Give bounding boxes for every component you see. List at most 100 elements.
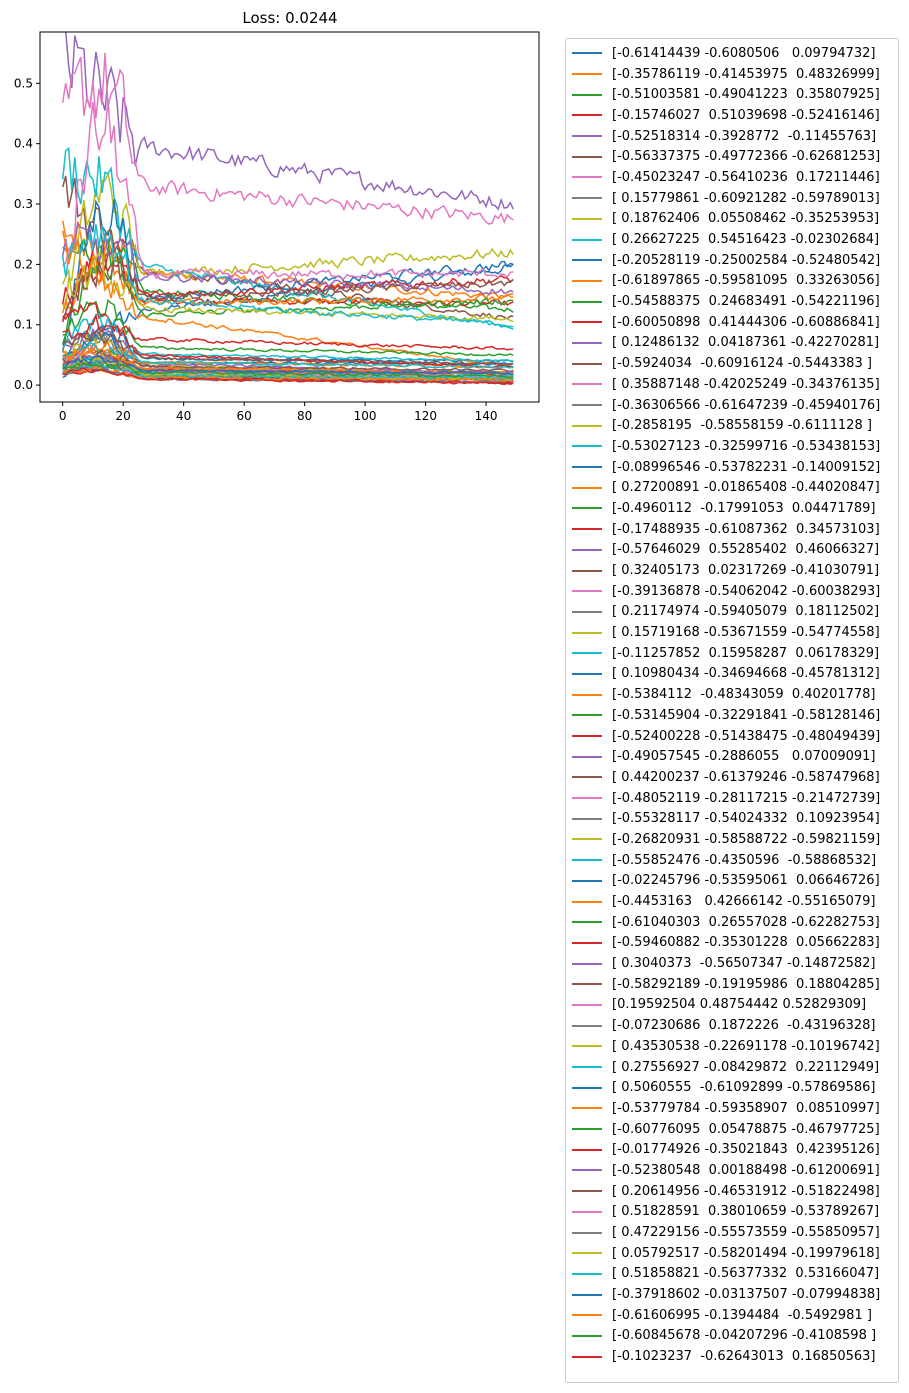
legend-label: [-0.15746027 0.51039698 -0.52416146]: [612, 107, 880, 123]
legend-item: [-0.61897865 -0.59581095 0.33263056]: [566, 271, 898, 292]
x-tick-label: 140: [475, 409, 498, 423]
legend-item: [ 0.27200891 -0.01865408 -0.44020847]: [566, 477, 898, 498]
legend-label: [ 0.47229156 -0.55573559 -0.55850957]: [612, 1225, 880, 1241]
legend-label: [ 0.05792517 -0.58201494 -0.19979618]: [612, 1245, 880, 1261]
series-line: [61, 230, 514, 368]
legend-label: [-0.48052119 -0.28117215 -0.21472739]: [612, 790, 881, 806]
series-line: [62, 237, 514, 313]
legend-swatch: [572, 93, 602, 96]
legend-swatch: [572, 1272, 602, 1275]
legend-swatch: [572, 672, 602, 675]
legend-item: [-0.53027123 -0.32599716 -0.53438153]: [566, 436, 898, 457]
legend-swatch: [572, 610, 602, 613]
legend-label: [-0.54588375 0.24683491 -0.54221196]: [612, 294, 880, 310]
legend-label: [-0.17488935 -0.61087362 0.34573103]: [612, 521, 880, 537]
series-line: [61, 298, 514, 357]
legend-item: [-0.4453163 0.42666142 -0.55165079]: [566, 891, 898, 912]
y-tick-label: 0.1: [14, 318, 33, 332]
legend-label: [-0.02245796 -0.53595061 0.06646726]: [612, 873, 880, 889]
legend-item: [-0.45023247 -0.56410236 0.17211446]: [566, 167, 898, 188]
x-tick-label: 20: [116, 409, 131, 423]
legend-label: [-0.26820931 -0.58588722 -0.59821159]: [612, 831, 881, 847]
legend-label: [ 0.18762406 0.05508462 -0.35253953]: [612, 211, 880, 227]
legend-item: [-0.59460882 -0.35301228 0.05662283]: [566, 933, 898, 954]
legend-swatch: [572, 1086, 602, 1089]
plot-frame: [39, 31, 540, 403]
legend-label: [-0.2858195 -0.58558159 -0.6111128 ]: [612, 418, 872, 434]
legend-swatch: [572, 631, 602, 634]
legend-swatch: [572, 300, 602, 303]
legend-label: [-0.61040303 0.26557028 -0.62282753]: [612, 914, 880, 930]
legend-item: [-0.53779784 -0.59358907 0.08510997]: [566, 1098, 898, 1119]
legend-item: [-0.60845678 -0.04207296 -0.4108598 ]: [566, 1326, 898, 1347]
legend-item: [-0.17488935 -0.61087362 0.34573103]: [566, 519, 898, 540]
legend-item: [-0.52380548 0.00188498 -0.61200691]: [566, 1160, 898, 1181]
legend-label: [ 0.51828591 0.38010659 -0.53789267]: [612, 1204, 880, 1220]
legend-label: [-0.60050898 0.41444306 -0.60886841]: [612, 314, 880, 330]
legend-label: [ 0.35887148 -0.42025249 -0.34376135]: [612, 376, 880, 392]
legend-item: [-0.35786119 -0.41453975 0.48326999]: [566, 64, 898, 85]
series-line: [61, 224, 514, 328]
legend-item: [ 0.12486132 0.04187361 -0.42270281]: [566, 333, 898, 354]
legend-item: [-0.02245796 -0.53595061 0.06646726]: [566, 871, 898, 892]
legend-label: [-0.53145904 -0.32291841 -0.58128146]: [612, 707, 881, 723]
legend-item: [-0.36306566 -0.61647239 -0.45940176]: [566, 395, 898, 416]
legend-swatch: [572, 155, 602, 158]
legend-item: [-0.61040303 0.26557028 -0.62282753]: [566, 912, 898, 933]
x-axis: 0 20 40 60 80 100 120 140: [59, 402, 498, 423]
legend-label: [-0.59460882 -0.35301228 0.05662283]: [612, 935, 880, 951]
legend-label: [-0.60845678 -0.04207296 -0.4108598 ]: [612, 1328, 877, 1344]
legend-label: [ 0.5060555 -0.61092899 -0.57869586]: [612, 1080, 876, 1096]
legend-swatch: [572, 321, 602, 324]
legend-item: [ 0.43530538 -0.22691178 -0.10196742]: [566, 1036, 898, 1057]
legend-label: [0.19592504 0.48754442 0.52829309]: [612, 997, 867, 1013]
legend-swatch: [572, 1355, 602, 1358]
legend-label: [ 0.15719168 -0.53671559 -0.54774558]: [612, 625, 880, 641]
legend-swatch: [572, 755, 602, 758]
series-line: [62, 341, 514, 369]
legend-item: [-0.57646029 0.55285402 0.46066327]: [566, 540, 898, 561]
y-axis: 0.0 0.1 0.2 0.3 0.4 0.5: [14, 76, 40, 392]
legend-label: [-0.39136878 -0.54062042 -0.60038293]: [612, 583, 881, 599]
legend-label: [-0.49057545 -0.2886055 0.07009091]: [612, 749, 876, 765]
legend-label: [-0.58292189 -0.19195986 0.18804285]: [612, 976, 880, 992]
legend-swatch: [572, 528, 602, 531]
legend-swatch: [572, 1128, 602, 1131]
legend-label: [ 0.44200237 -0.61379246 -0.58747968]: [612, 769, 880, 785]
legend-label: [ 0.3040373 -0.56507347 -0.14872582]: [612, 956, 876, 972]
legend-item: [-0.20528119 -0.25002584 -0.52480542]: [566, 250, 898, 271]
legend-label: [ 0.26627225 0.54516423 -0.02302684]: [612, 232, 880, 248]
legend-label: [ 0.15779861 -0.60921282 -0.59789013]: [612, 190, 880, 206]
legend-swatch: [572, 1003, 602, 1006]
legend-swatch: [572, 797, 602, 800]
legend-swatch: [572, 1314, 602, 1317]
series-line: [62, 252, 514, 320]
legend-label: [-0.36306566 -0.61647239 -0.45940176]: [612, 397, 881, 413]
legend-swatch: [572, 859, 602, 862]
legend-swatch: [572, 1334, 602, 1337]
legend-swatch: [572, 735, 602, 738]
legend-swatch: [572, 404, 602, 407]
legend-swatch: [572, 879, 602, 882]
legend-swatch: [572, 817, 602, 820]
legend-item: [0.19592504 0.48754442 0.52829309]: [566, 995, 898, 1016]
legend-item: [ 0.47229156 -0.55573559 -0.55850957]: [566, 1222, 898, 1243]
legend-swatch: [572, 135, 602, 138]
legend-label: [-0.61897865 -0.59581095 0.33263056]: [612, 273, 880, 289]
series-line: [62, 355, 514, 375]
y-tick-label: 0.3: [14, 197, 33, 211]
legend-label: [-0.55328117 -0.54024332 0.10923954]: [612, 811, 880, 827]
legend-swatch: [572, 1107, 602, 1110]
legend-swatch: [572, 921, 602, 924]
legend-item: [-0.52518314 -0.3928772 -0.11455763]: [566, 126, 898, 147]
legend-item: [ 0.15719168 -0.53671559 -0.54774558]: [566, 622, 898, 643]
legend-swatch: [572, 279, 602, 282]
x-tick-label: 0: [59, 409, 67, 423]
legend-item: [-0.07230686 0.1872226 -0.43196328]: [566, 1015, 898, 1036]
x-tick-label: 120: [414, 409, 437, 423]
legend-swatch: [572, 424, 602, 427]
legend-item: [ 0.20614956 -0.46531912 -0.51822498]: [566, 1181, 898, 1202]
legend-swatch: [572, 1252, 602, 1255]
legend-item: [-0.39136878 -0.54062042 -0.60038293]: [566, 581, 898, 602]
